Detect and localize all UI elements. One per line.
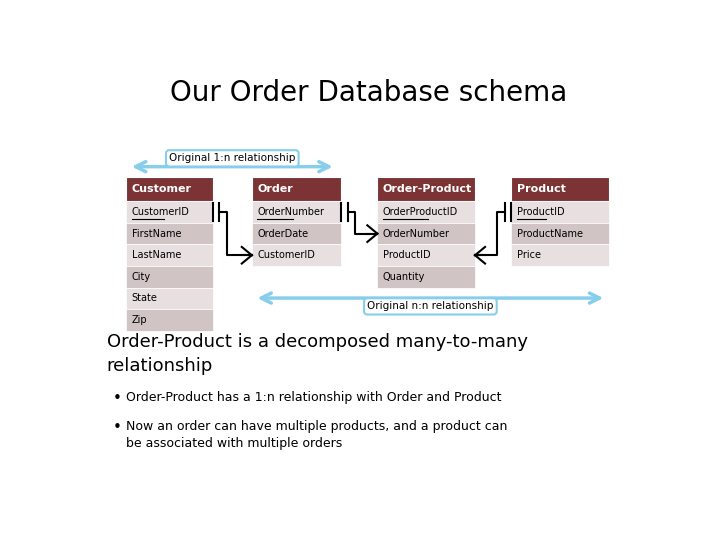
Bar <box>252 223 341 245</box>
Bar <box>377 201 475 223</box>
Text: CustomerID: CustomerID <box>258 250 315 260</box>
Text: Order-Product is a decomposed many-to-many
relationship: Order-Product is a decomposed many-to-ma… <box>107 333 528 375</box>
Bar <box>377 245 475 266</box>
Text: Zip: Zip <box>132 315 148 325</box>
Text: Original n:n relationship: Original n:n relationship <box>367 301 494 312</box>
Text: CustomerID: CustomerID <box>132 207 190 217</box>
Text: •: • <box>112 420 121 435</box>
Text: Customer: Customer <box>132 184 192 194</box>
Bar <box>252 245 341 266</box>
Bar <box>252 201 341 223</box>
Text: Price: Price <box>517 250 541 260</box>
Text: Our Order Database schema: Our Order Database schema <box>171 79 567 107</box>
Bar <box>126 201 213 223</box>
Text: ProductID: ProductID <box>383 250 431 260</box>
Text: ProductName: ProductName <box>517 228 583 239</box>
Bar <box>126 177 213 201</box>
Bar <box>252 177 341 201</box>
Bar <box>377 266 475 288</box>
Text: OrderProductID: OrderProductID <box>383 207 458 217</box>
Bar <box>126 223 213 245</box>
Bar <box>126 245 213 266</box>
Text: FirstName: FirstName <box>132 228 181 239</box>
Text: Quantity: Quantity <box>383 272 426 282</box>
Text: City: City <box>132 272 151 282</box>
Bar <box>511 223 609 245</box>
Text: Order: Order <box>258 184 293 194</box>
Text: •: • <box>112 391 121 406</box>
Bar <box>126 288 213 309</box>
Text: Now an order can have multiple products, and a product can
be associated with mu: Now an order can have multiple products,… <box>126 420 508 450</box>
Text: State: State <box>132 293 158 303</box>
Text: Product: Product <box>517 184 566 194</box>
Bar <box>511 245 609 266</box>
Bar <box>377 177 475 201</box>
Bar <box>377 223 475 245</box>
Text: ProductID: ProductID <box>517 207 564 217</box>
Bar <box>511 177 609 201</box>
Text: OrderNumber: OrderNumber <box>258 207 325 217</box>
Bar <box>511 201 609 223</box>
Bar <box>126 309 213 331</box>
Text: OrderNumber: OrderNumber <box>383 228 450 239</box>
Text: Order-Product has a 1:n relationship with Order and Product: Order-Product has a 1:n relationship wit… <box>126 391 502 404</box>
Text: LastName: LastName <box>132 250 181 260</box>
Text: OrderDate: OrderDate <box>258 228 309 239</box>
Text: Order-Product: Order-Product <box>383 184 472 194</box>
Text: Original 1:n relationship: Original 1:n relationship <box>169 153 295 163</box>
Bar <box>126 266 213 288</box>
